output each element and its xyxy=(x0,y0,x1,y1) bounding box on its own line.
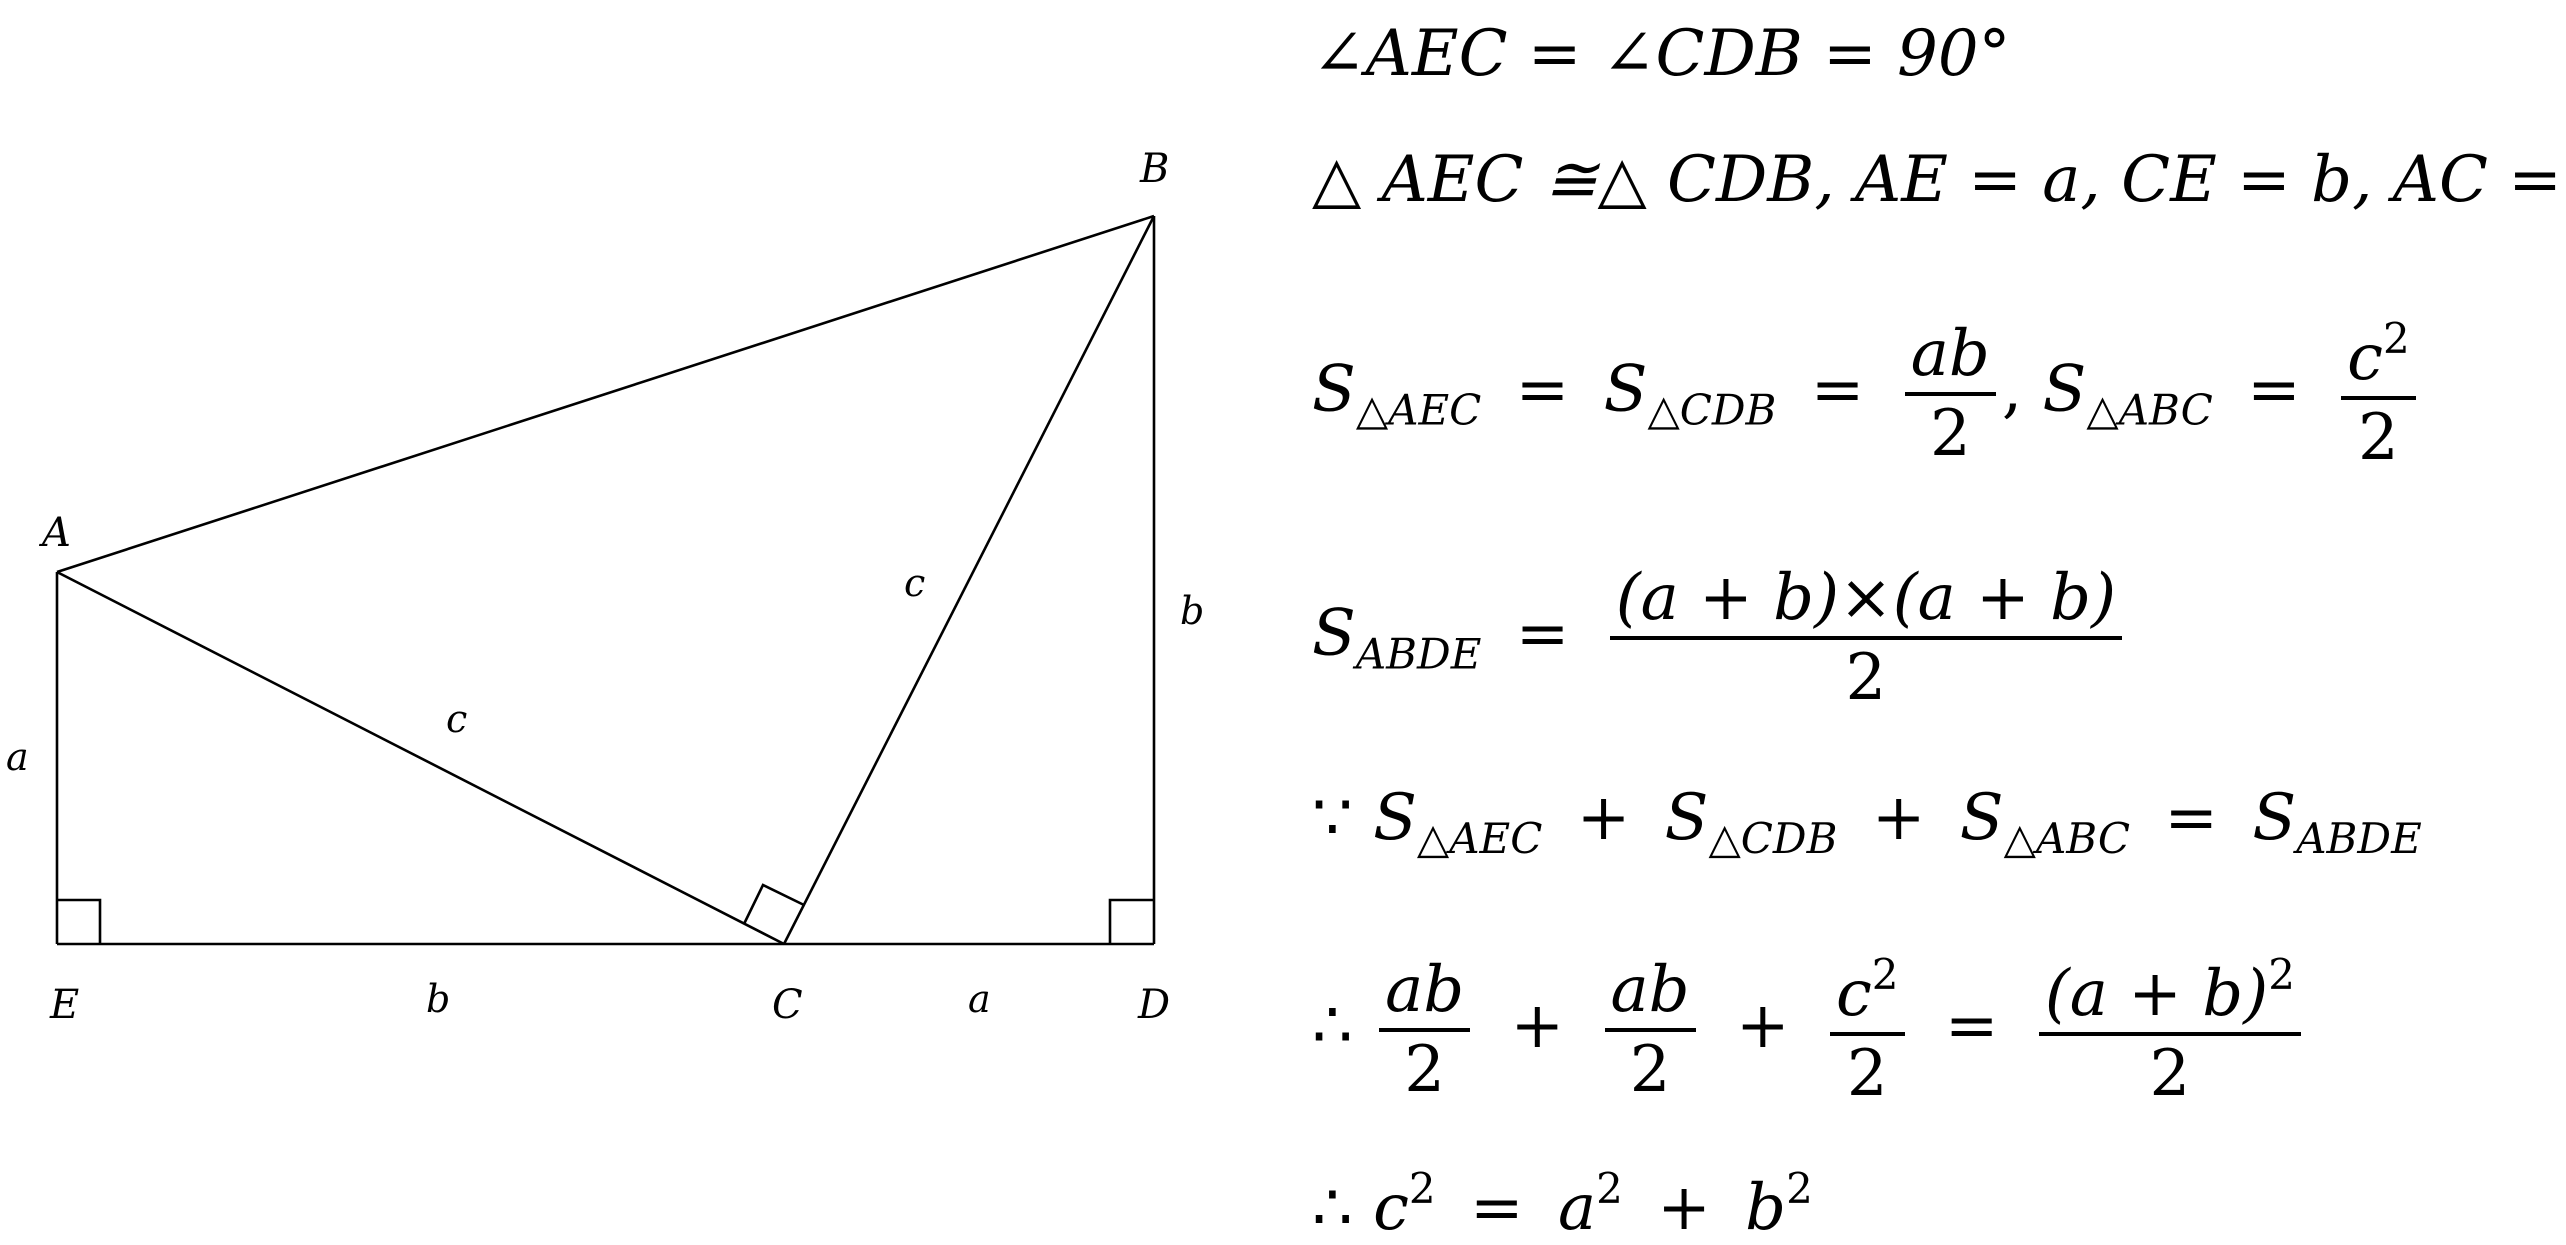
therefore-symbol: ∴ xyxy=(1312,988,1353,1063)
subscript-cdb: △CDB xyxy=(1708,814,1838,863)
fraction-ab-over-2: ab 2 xyxy=(1904,322,1996,471)
area-symbol: S xyxy=(1373,781,1417,855)
subscript-abc: △ABC xyxy=(2003,814,2131,863)
subscript-cdb: △CDB xyxy=(1647,385,1777,435)
proof-line-1: ∠AEC = ∠CDB = 90° xyxy=(1312,22,2011,86)
fraction-numerator: ab xyxy=(1379,958,1471,1032)
variable-b: b xyxy=(1745,1171,1787,1245)
proof-line-6: ∴ ab 2 + ab 2 + c2 2 = (a + b)2 2 xyxy=(1312,954,2307,1106)
proof-line-7: ∴ c2 = a2 + b2 xyxy=(1312,1164,1813,1245)
subscript-abde: ABDE xyxy=(1355,629,1482,679)
subscript-abde: ABDE xyxy=(2296,814,2422,863)
fraction-numerator: (a + b) xyxy=(2044,957,2269,1031)
fraction-numerator: (a + b)×(a + b) xyxy=(1609,566,2123,640)
fraction-denominator: 2 xyxy=(1845,641,1887,715)
proof-line-3: S△AEC = S△CDB = ab 2 , S△ABC = c2 2 xyxy=(1312,318,2422,470)
area-symbol: S xyxy=(2252,781,2297,855)
because-symbol: ∵ xyxy=(1312,781,1353,855)
proof-line-5: ∵ S△AEC + S△CDB + S△ABC = SABDE xyxy=(1312,781,2422,863)
fraction-sum-squared-over-2: (a + b)2 2 xyxy=(2038,954,2301,1111)
side-label-ae: a xyxy=(6,735,29,779)
side-label-bd: b xyxy=(1180,589,1204,633)
variable-c: c xyxy=(1373,1171,1409,1245)
area-symbol: S xyxy=(1603,352,1648,427)
fraction-denominator: 2 xyxy=(1846,1037,1888,1111)
point-label-a: A xyxy=(38,510,71,556)
angle-equality: ∠AEC = ∠CDB = 90° xyxy=(1312,17,2011,91)
side-label-ac: c xyxy=(446,697,467,741)
exponent: 2 xyxy=(1596,1164,1623,1213)
side-label-cd: a xyxy=(968,977,991,1021)
fraction-numerator: ab xyxy=(1604,958,1696,1032)
right-angle-mark-c xyxy=(742,883,805,925)
fraction-ab-over-2: ab 2 xyxy=(1379,958,1471,1107)
fraction-trapezoid-area: (a + b)×(a + b) 2 xyxy=(1609,566,2123,715)
subscript-abc: △ABC xyxy=(2086,385,2213,435)
exponent: 2 xyxy=(1786,1164,1813,1213)
exponent: 2 xyxy=(2268,950,2295,999)
segment-ac xyxy=(56,570,785,946)
area-symbol: S xyxy=(1664,781,1709,855)
fraction-c-squared-over-2: c2 2 xyxy=(1829,954,1905,1111)
subscript-aec: △AEC xyxy=(1416,814,1543,863)
right-angle-mark-e xyxy=(57,898,102,944)
exponent: 2 xyxy=(1408,1164,1436,1213)
segment-ab xyxy=(56,214,1155,574)
area-symbol: S xyxy=(1312,596,1356,671)
fraction-denominator: 2 xyxy=(2149,1037,2191,1111)
fraction-numerator: ab xyxy=(1904,322,1996,396)
fraction-numerator: c xyxy=(1835,957,1872,1031)
variable-a: a xyxy=(1557,1171,1597,1245)
fraction-ab-over-2: ab 2 xyxy=(1604,958,1696,1107)
fraction-denominator: 2 xyxy=(1629,1033,1671,1107)
congruence-statement: △ AEC ≅△ CDB, AE = a, CE = b, AC = c xyxy=(1312,143,2566,217)
segment-cb xyxy=(782,215,1156,945)
fraction-denominator: 2 xyxy=(1404,1033,1445,1107)
proof-line-2: △ AEC ≅△ CDB, AE = a, CE = b, AC = c xyxy=(1312,148,2566,212)
fraction-numerator: c xyxy=(2347,321,2383,395)
area-symbol: S xyxy=(2042,352,2087,427)
right-angle-mark-d xyxy=(1108,898,1154,944)
proof-line-4: SABDE = (a + b)×(a + b) 2 xyxy=(1312,566,2128,710)
area-symbol: S xyxy=(1312,352,1356,427)
point-label-e: E xyxy=(49,982,79,1028)
exponent: 2 xyxy=(1871,950,1899,999)
area-symbol: S xyxy=(1959,781,2004,855)
point-label-d: D xyxy=(1137,982,1170,1028)
fraction-c-squared-over-2: c2 2 xyxy=(2341,318,2416,470)
point-label-b: B xyxy=(1139,146,1169,192)
side-label-ec: b xyxy=(426,977,450,1021)
point-label-c: C xyxy=(772,982,803,1028)
subscript-aec: △AEC xyxy=(1355,385,1482,435)
fraction-denominator: 2 xyxy=(1929,397,1971,471)
side-label-cb: c xyxy=(904,561,925,605)
exponent: 2 xyxy=(2382,314,2410,363)
therefore-symbol: ∴ xyxy=(1312,1171,1353,1245)
fraction-denominator: 2 xyxy=(2358,401,2399,475)
geometry-diagram: A B C D E a b a b c c xyxy=(6,146,1204,1028)
